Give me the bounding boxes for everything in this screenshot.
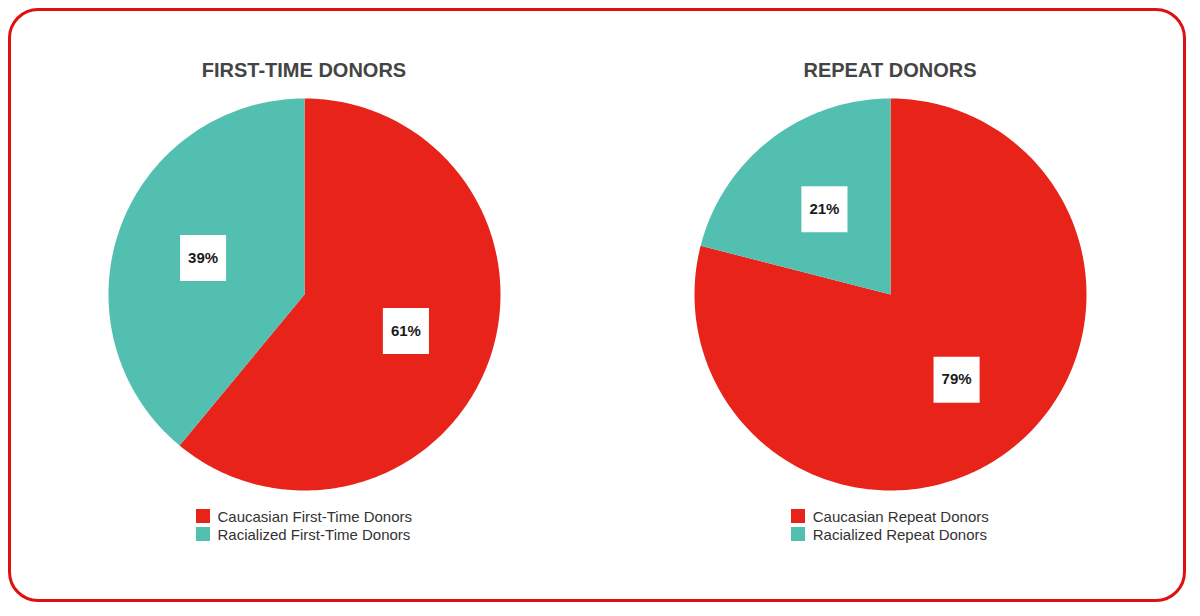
- svg-text:79%: 79%: [942, 370, 972, 387]
- html-text:Caucasian First-Time Donors: Caucasian First-Time Donors: [217, 507, 412, 525]
- html-text:FIRST-TIME DONORS: FIRST-TIME DONORS: [201, 58, 407, 81]
- html-text:Racialized First-Time Donors: Racialized First-Time Donors: [217, 525, 411, 543]
- svg-text:39%: 39%: [188, 249, 218, 266]
- html-text:Racialized Repeat Donors: Racialized Repeat Donors: [812, 525, 987, 543]
- html-text:REPEAT DONORS: REPEAT DONORS: [803, 58, 977, 81]
- svg-text:61%: 61%: [391, 322, 421, 339]
- html-text:Caucasian Repeat Donors: Caucasian Repeat Donors: [812, 507, 989, 525]
- svg-text:21%: 21%: [809, 200, 839, 217]
